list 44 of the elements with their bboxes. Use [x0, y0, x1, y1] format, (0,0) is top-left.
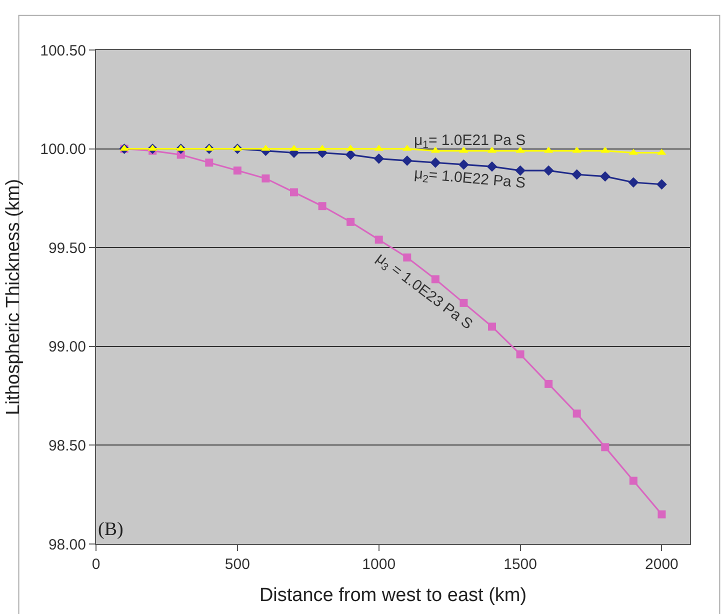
point	[262, 174, 270, 182]
point	[402, 155, 412, 166]
point	[572, 169, 582, 180]
series-label: μ$_{2}$= 1.0E22 Pa S	[413, 165, 526, 194]
y-tick-label: 100.50	[40, 42, 86, 60]
x-tick-label: 1500	[504, 556, 537, 573]
point	[572, 410, 581, 418]
point	[346, 218, 355, 226]
x-tick-label: 500	[224, 556, 250, 573]
point	[430, 157, 441, 168]
y-tick-label: 98.50	[48, 437, 86, 454]
point	[600, 171, 610, 182]
point	[233, 166, 242, 175]
x-tick-label: 2000	[645, 556, 678, 573]
point	[374, 153, 384, 164]
point	[516, 350, 524, 358]
point	[345, 150, 356, 160]
point	[543, 165, 554, 176]
point	[658, 510, 666, 518]
series-label: μ$_{1}$= 1.0E21 Pa S	[414, 132, 526, 152]
point	[460, 298, 468, 307]
point	[656, 179, 667, 190]
y-axis-title: Lithospheric Thickness (km)	[2, 178, 24, 416]
point	[544, 380, 553, 388]
point	[629, 476, 638, 485]
y-tick-label: 100.00	[40, 141, 86, 158]
point	[374, 236, 383, 244]
point	[628, 177, 639, 188]
point	[488, 322, 496, 331]
point	[205, 158, 214, 167]
point	[515, 165, 526, 176]
x-tick-label: 1000	[362, 556, 396, 573]
y-tick-label: 99.50	[48, 240, 86, 257]
point	[486, 161, 498, 172]
annotation: (B)	[98, 519, 124, 540]
point	[601, 443, 610, 452]
y-tick-label: 99.00	[48, 338, 86, 356]
point	[458, 159, 469, 170]
x-axis-title: Distance from west to east (km)	[259, 584, 527, 606]
y-tick-label: 98.00	[48, 536, 86, 554]
point	[403, 253, 412, 262]
x-tick-label: 0	[92, 556, 100, 573]
point	[318, 202, 326, 210]
point	[290, 188, 298, 196]
